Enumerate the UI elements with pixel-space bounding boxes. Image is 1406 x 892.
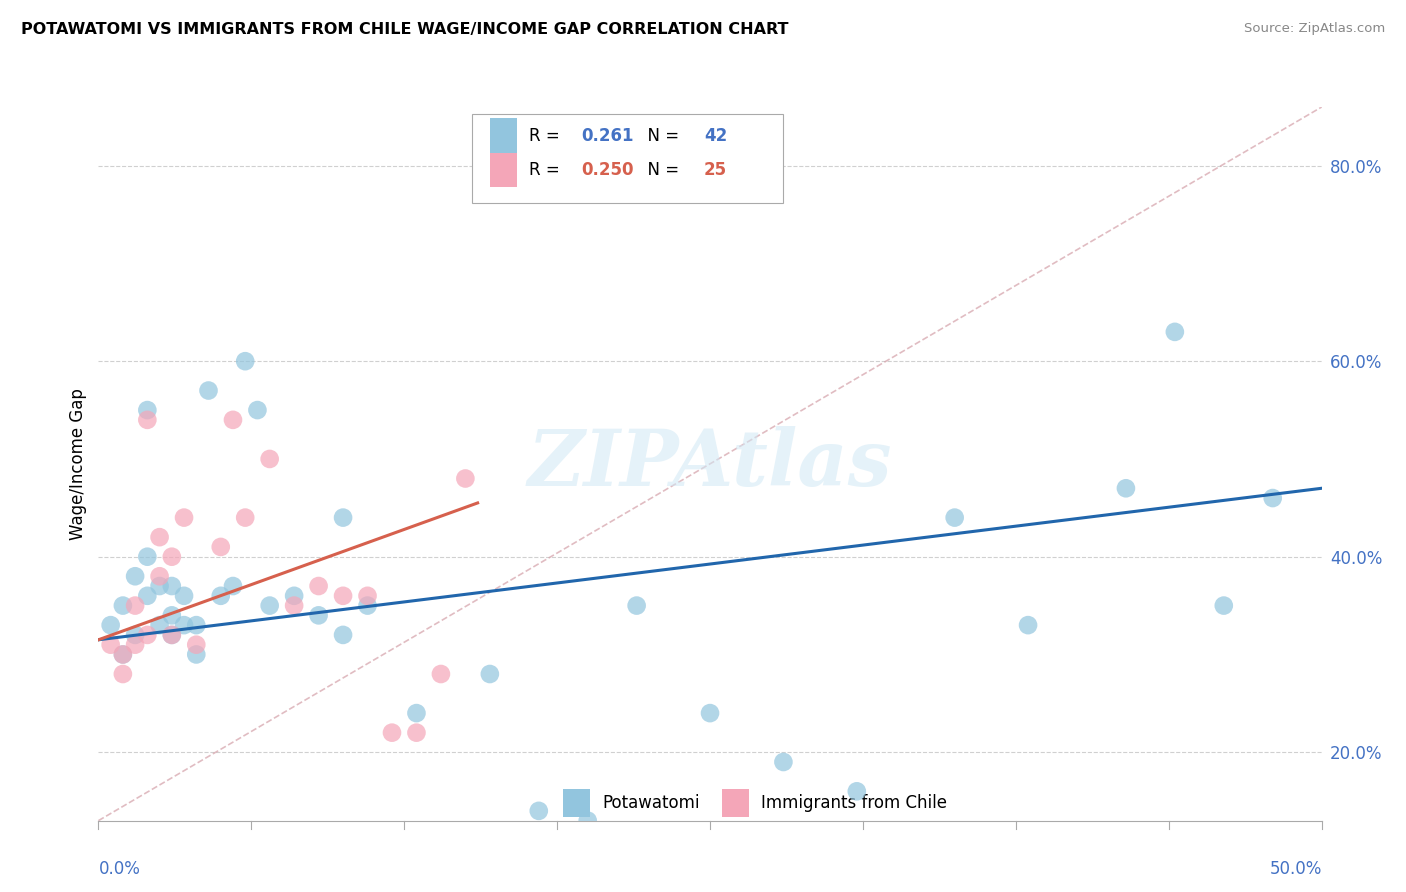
Point	[332, 510, 354, 524]
Point	[626, 599, 648, 613]
Point	[308, 579, 330, 593]
Text: 25: 25	[704, 161, 727, 178]
Point	[136, 549, 159, 564]
Point	[283, 599, 305, 613]
Text: 42: 42	[704, 127, 727, 145]
Point	[1164, 325, 1187, 339]
Text: Source: ZipAtlas.com: Source: ZipAtlas.com	[1244, 22, 1385, 36]
Point	[430, 667, 453, 681]
Point	[259, 599, 281, 613]
Point	[356, 599, 378, 613]
Point	[124, 628, 146, 642]
Y-axis label: Wage/Income Gap: Wage/Income Gap	[69, 388, 87, 540]
Point	[209, 589, 232, 603]
Text: POTAWATOMI VS IMMIGRANTS FROM CHILE WAGE/INCOME GAP CORRELATION CHART: POTAWATOMI VS IMMIGRANTS FROM CHILE WAGE…	[21, 22, 789, 37]
Text: R =: R =	[529, 161, 565, 178]
Point	[186, 638, 208, 652]
Point	[772, 755, 794, 769]
FancyBboxPatch shape	[564, 789, 591, 817]
Text: 50.0%: 50.0%	[1270, 860, 1322, 878]
Point	[100, 618, 122, 632]
Point	[149, 618, 172, 632]
Text: N =: N =	[637, 127, 683, 145]
Point	[124, 638, 146, 652]
Point	[136, 628, 159, 642]
Point	[173, 589, 195, 603]
Point	[160, 628, 183, 642]
Point	[149, 569, 172, 583]
Text: 0.0%: 0.0%	[98, 860, 141, 878]
Point	[186, 648, 208, 662]
Point	[246, 403, 269, 417]
Text: 0.250: 0.250	[582, 161, 634, 178]
Point	[233, 354, 256, 368]
Point	[209, 540, 232, 554]
Point	[576, 814, 599, 828]
FancyBboxPatch shape	[489, 153, 517, 187]
Text: Immigrants from Chile: Immigrants from Chile	[762, 794, 948, 812]
Point	[356, 589, 378, 603]
Text: Potawatomi: Potawatomi	[602, 794, 700, 812]
Point	[233, 510, 256, 524]
Point	[136, 403, 159, 417]
Text: ZIPAtlas: ZIPAtlas	[527, 425, 893, 502]
Point	[381, 725, 404, 739]
Point	[111, 648, 134, 662]
Point	[405, 725, 427, 739]
Point	[332, 589, 354, 603]
Point	[100, 638, 122, 652]
Point	[111, 648, 134, 662]
Point	[160, 608, 183, 623]
Point	[124, 599, 146, 613]
Point	[454, 471, 477, 485]
Point	[222, 579, 245, 593]
FancyBboxPatch shape	[489, 119, 517, 153]
Point	[173, 618, 195, 632]
Point	[405, 706, 427, 720]
Point	[160, 579, 183, 593]
Point	[222, 413, 245, 427]
Point	[308, 608, 330, 623]
Point	[136, 589, 159, 603]
Point	[124, 569, 146, 583]
Point	[943, 510, 966, 524]
Point	[160, 549, 183, 564]
Point	[527, 804, 550, 818]
Point	[160, 628, 183, 642]
FancyBboxPatch shape	[471, 114, 783, 203]
Point	[1017, 618, 1039, 632]
Point	[1115, 481, 1137, 495]
Point	[332, 628, 354, 642]
Point	[197, 384, 219, 398]
Point	[478, 667, 501, 681]
Point	[173, 510, 195, 524]
Point	[283, 589, 305, 603]
Text: 0.261: 0.261	[582, 127, 634, 145]
Text: R =: R =	[529, 127, 565, 145]
FancyBboxPatch shape	[723, 789, 749, 817]
Point	[111, 599, 134, 613]
Point	[845, 784, 868, 798]
Point	[149, 530, 172, 544]
Text: N =: N =	[637, 161, 683, 178]
Point	[111, 667, 134, 681]
Point	[149, 579, 172, 593]
Point	[136, 413, 159, 427]
Point	[699, 706, 721, 720]
Point	[1212, 599, 1234, 613]
Point	[186, 618, 208, 632]
Point	[1261, 491, 1284, 505]
Point	[259, 452, 281, 467]
